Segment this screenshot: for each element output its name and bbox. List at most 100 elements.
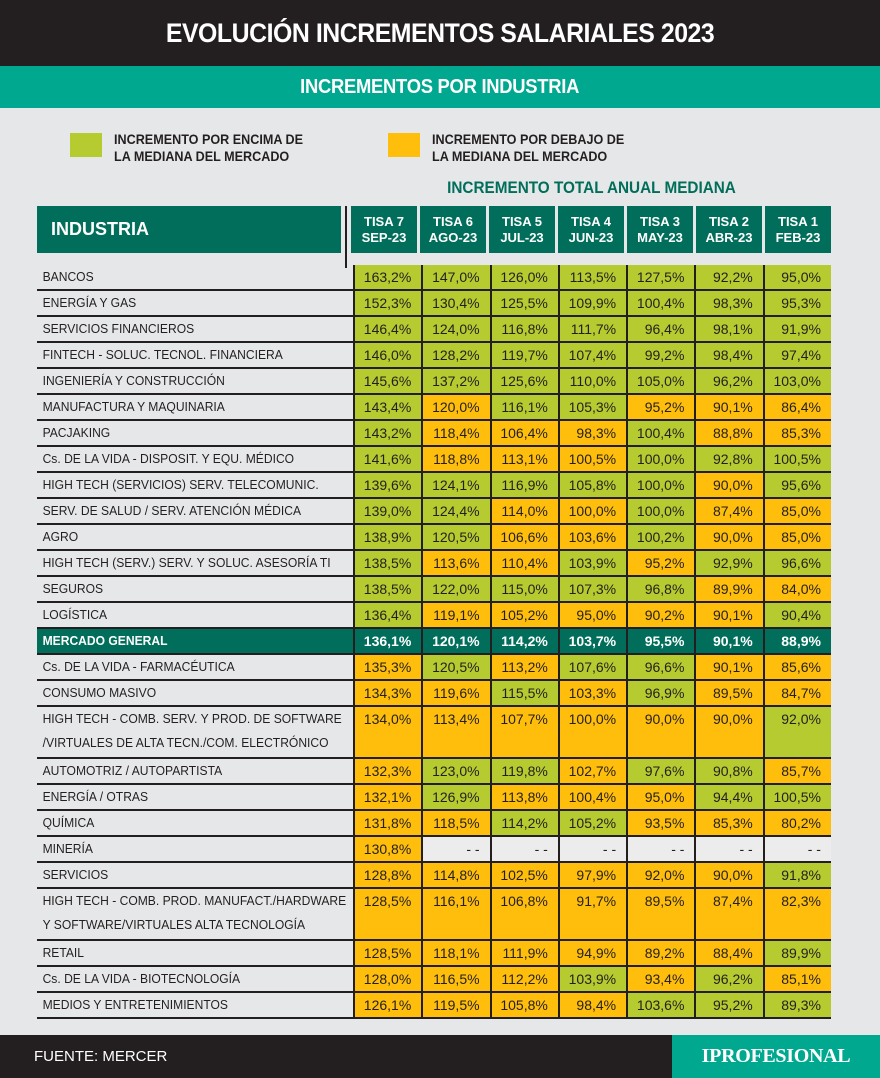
value-cell: 105,8%: [559, 473, 629, 497]
value-cell: 130,8%: [355, 837, 424, 861]
value-cell: 116,9%: [491, 473, 560, 497]
value-cell: 88,8%: [696, 421, 765, 445]
value-cell: 115,0%: [491, 577, 560, 601]
value-cell: 90,1%: [696, 629, 765, 653]
value-cell: 118,1%: [423, 941, 492, 965]
legend: INCREMENTO POR ENCIMA DE LA MEDIANA DEL …: [70, 131, 668, 165]
value-cell: 105,0%: [628, 369, 697, 393]
value-cell: 85,3%: [764, 421, 831, 445]
legend-item-above: INCREMENTO POR ENCIMA DE LA MEDIANA DEL …: [70, 131, 350, 165]
value-cell: 118,8%: [423, 447, 492, 471]
column-header-date: ABR-23: [705, 229, 753, 245]
value-cell: 107,3%: [559, 577, 629, 601]
table-row: Cs. DE LA VIDA - BIOTECNOLOGÍA 128,0% 116,…: [37, 967, 831, 993]
industry-name: RETAIL: [37, 941, 331, 965]
column-header-3: TISA 4 JUN-23: [558, 206, 624, 253]
column-header-tisa: TISA 6: [433, 213, 473, 229]
value-cell: 128,5%: [355, 889, 424, 939]
value-cell: 96,2%: [696, 369, 765, 393]
value-cell: 119,5%: [423, 993, 492, 1017]
industry-name: HIGH TECH - COMB. SERV. Y PROD. DE SOFTW…: [37, 707, 342, 757]
column-header-6: TISA 1 FEB-23: [765, 206, 831, 253]
value-cell: 85,7%: [764, 759, 831, 783]
value-cell: 82,3%: [764, 889, 831, 939]
value-cell: 116,1%: [423, 889, 492, 939]
value-cell: 124,4%: [423, 499, 492, 523]
value-cell: 146,0%: [355, 343, 424, 367]
value-cell: 95,3%: [764, 291, 831, 315]
value-cell: - -: [764, 837, 831, 861]
industry-name-line: HIGH TECH (SERV.) SERV. Y SOLUC. ASESORÍ…: [42, 555, 331, 570]
industry-name: Cs. DE LA VIDA - BIOTECNOLOGÍA: [37, 967, 331, 991]
value-cell: 85,1%: [764, 967, 831, 991]
table-row: CONSUMO MASIVO 134,3% 119,6% 115,5% 103,3% 96…: [37, 681, 831, 707]
value-cell: 97,6%: [628, 759, 697, 783]
value-cell: 96,4%: [628, 317, 697, 341]
value-cell: 103,9%: [559, 551, 629, 575]
industry-name-line: AGRO: [42, 529, 79, 544]
value-cell: 87,4%: [696, 889, 765, 939]
industry-name-line: MERCADO GENERAL: [42, 633, 168, 648]
table-row: QUÍMICA 131,8% 118,5% 114,2% 105,2% 93,5% 85,3…: [37, 811, 831, 837]
table-row: MEDIOS Y ENTRETENIMIENTOS 126,1% 119,5% 105…: [37, 993, 831, 1019]
value-cell: 100,4%: [628, 421, 697, 445]
value-cell: 107,4%: [559, 343, 629, 367]
value-cell: 90,1%: [696, 395, 765, 419]
legend-above-line2: LA MEDIANA DEL MERCADO: [114, 148, 290, 164]
value-cell: 100,4%: [559, 785, 629, 809]
value-cell: 102,7%: [559, 759, 629, 783]
industry-name-line: SERVICIOS: [42, 867, 109, 882]
value-cell: 119,6%: [423, 681, 492, 705]
value-cell: 96,6%: [764, 551, 831, 575]
value-cell: 89,9%: [764, 941, 831, 965]
value-cell: 92,2%: [696, 265, 765, 289]
value-cell: 92,8%: [696, 447, 765, 471]
industry-name: MANUFACTURA Y MAQUINARIA: [37, 395, 331, 419]
value-cell: 95,0%: [628, 785, 697, 809]
value-cell: 128,5%: [355, 941, 424, 965]
value-cell: 94,9%: [559, 941, 629, 965]
value-cell: 128,2%: [423, 343, 492, 367]
value-cell: 92,0%: [764, 707, 831, 757]
table-row: Cs. DE LA VIDA - DISPOSIT. Y EQU. MÉDICO…: [37, 447, 831, 473]
value-cell: 120,0%: [423, 395, 492, 419]
table-row: SERVICIOS FINANCIEROS 146,4% 124,0% 116,8% 1…: [37, 317, 831, 343]
industry-name-line: LOGÍSTICA: [42, 607, 108, 622]
table-row: INGENIERÍA Y CONSTRUCCIÓN 145,6% 137,2% 125…: [37, 369, 831, 395]
value-cell: 146,4%: [355, 317, 424, 341]
industry-name: BANCOS: [37, 265, 331, 289]
value-cell: 100,4%: [628, 291, 697, 315]
table-row: HIGH TECH (SERVICIOS) SERV. TELECOMUNIC.…: [37, 473, 831, 499]
value-cell: 90,2%: [628, 603, 697, 627]
value-cell: 95,2%: [696, 993, 765, 1017]
value-cell: 136,4%: [355, 603, 424, 627]
value-cell: 143,4%: [355, 395, 424, 419]
industry-name-line: SEGUROS: [42, 581, 104, 596]
table-row: Cs. DE LA VIDA - FARMACÉUTICA 135,3% 120,5…: [37, 655, 831, 681]
value-cell: 98,4%: [559, 993, 629, 1017]
value-cell: 105,2%: [559, 811, 629, 835]
value-cell: 135,3%: [355, 655, 424, 679]
legend-below-line2: LA MEDIANA DEL MERCADO: [432, 148, 608, 164]
value-cell: 125,6%: [491, 369, 560, 393]
table-row: SERVICIOS 128,8% 114,8% 102,5% 97,9% 92,0% 90,…: [37, 863, 831, 889]
value-cell: 125,5%: [491, 291, 560, 315]
value-cell: 89,5%: [628, 889, 697, 939]
value-cell: 90,1%: [696, 603, 765, 627]
title-bar: EVOLUCIÓN INCREMENTOS SALARIALES 2023: [0, 0, 880, 66]
column-header-tisa: TISA 7: [364, 213, 404, 229]
industry-name: LOGÍSTICA: [37, 603, 331, 627]
value-cell: 91,7%: [559, 889, 629, 939]
legend-above-line1: INCREMENTO POR ENCIMA DE: [114, 131, 304, 147]
value-cell: 80,2%: [764, 811, 831, 835]
value-cell: 85,3%: [696, 811, 765, 835]
industry-name: CONSUMO MASIVO: [37, 681, 331, 705]
industry-name: Cs. DE LA VIDA - DISPOSIT. Y EQU. MÉDICO: [37, 447, 331, 471]
column-header-date: JUL-23: [500, 229, 544, 245]
value-cell: 113,5%: [559, 265, 629, 289]
table-row: RETAIL 128,5% 118,1% 111,9% 94,9% 89,2% 88,4% 8…: [37, 941, 831, 967]
value-cell: 90,0%: [696, 863, 765, 887]
value-cell: 96,9%: [628, 681, 697, 705]
value-cell: 85,6%: [764, 655, 831, 679]
value-cell: 120,5%: [423, 525, 492, 549]
